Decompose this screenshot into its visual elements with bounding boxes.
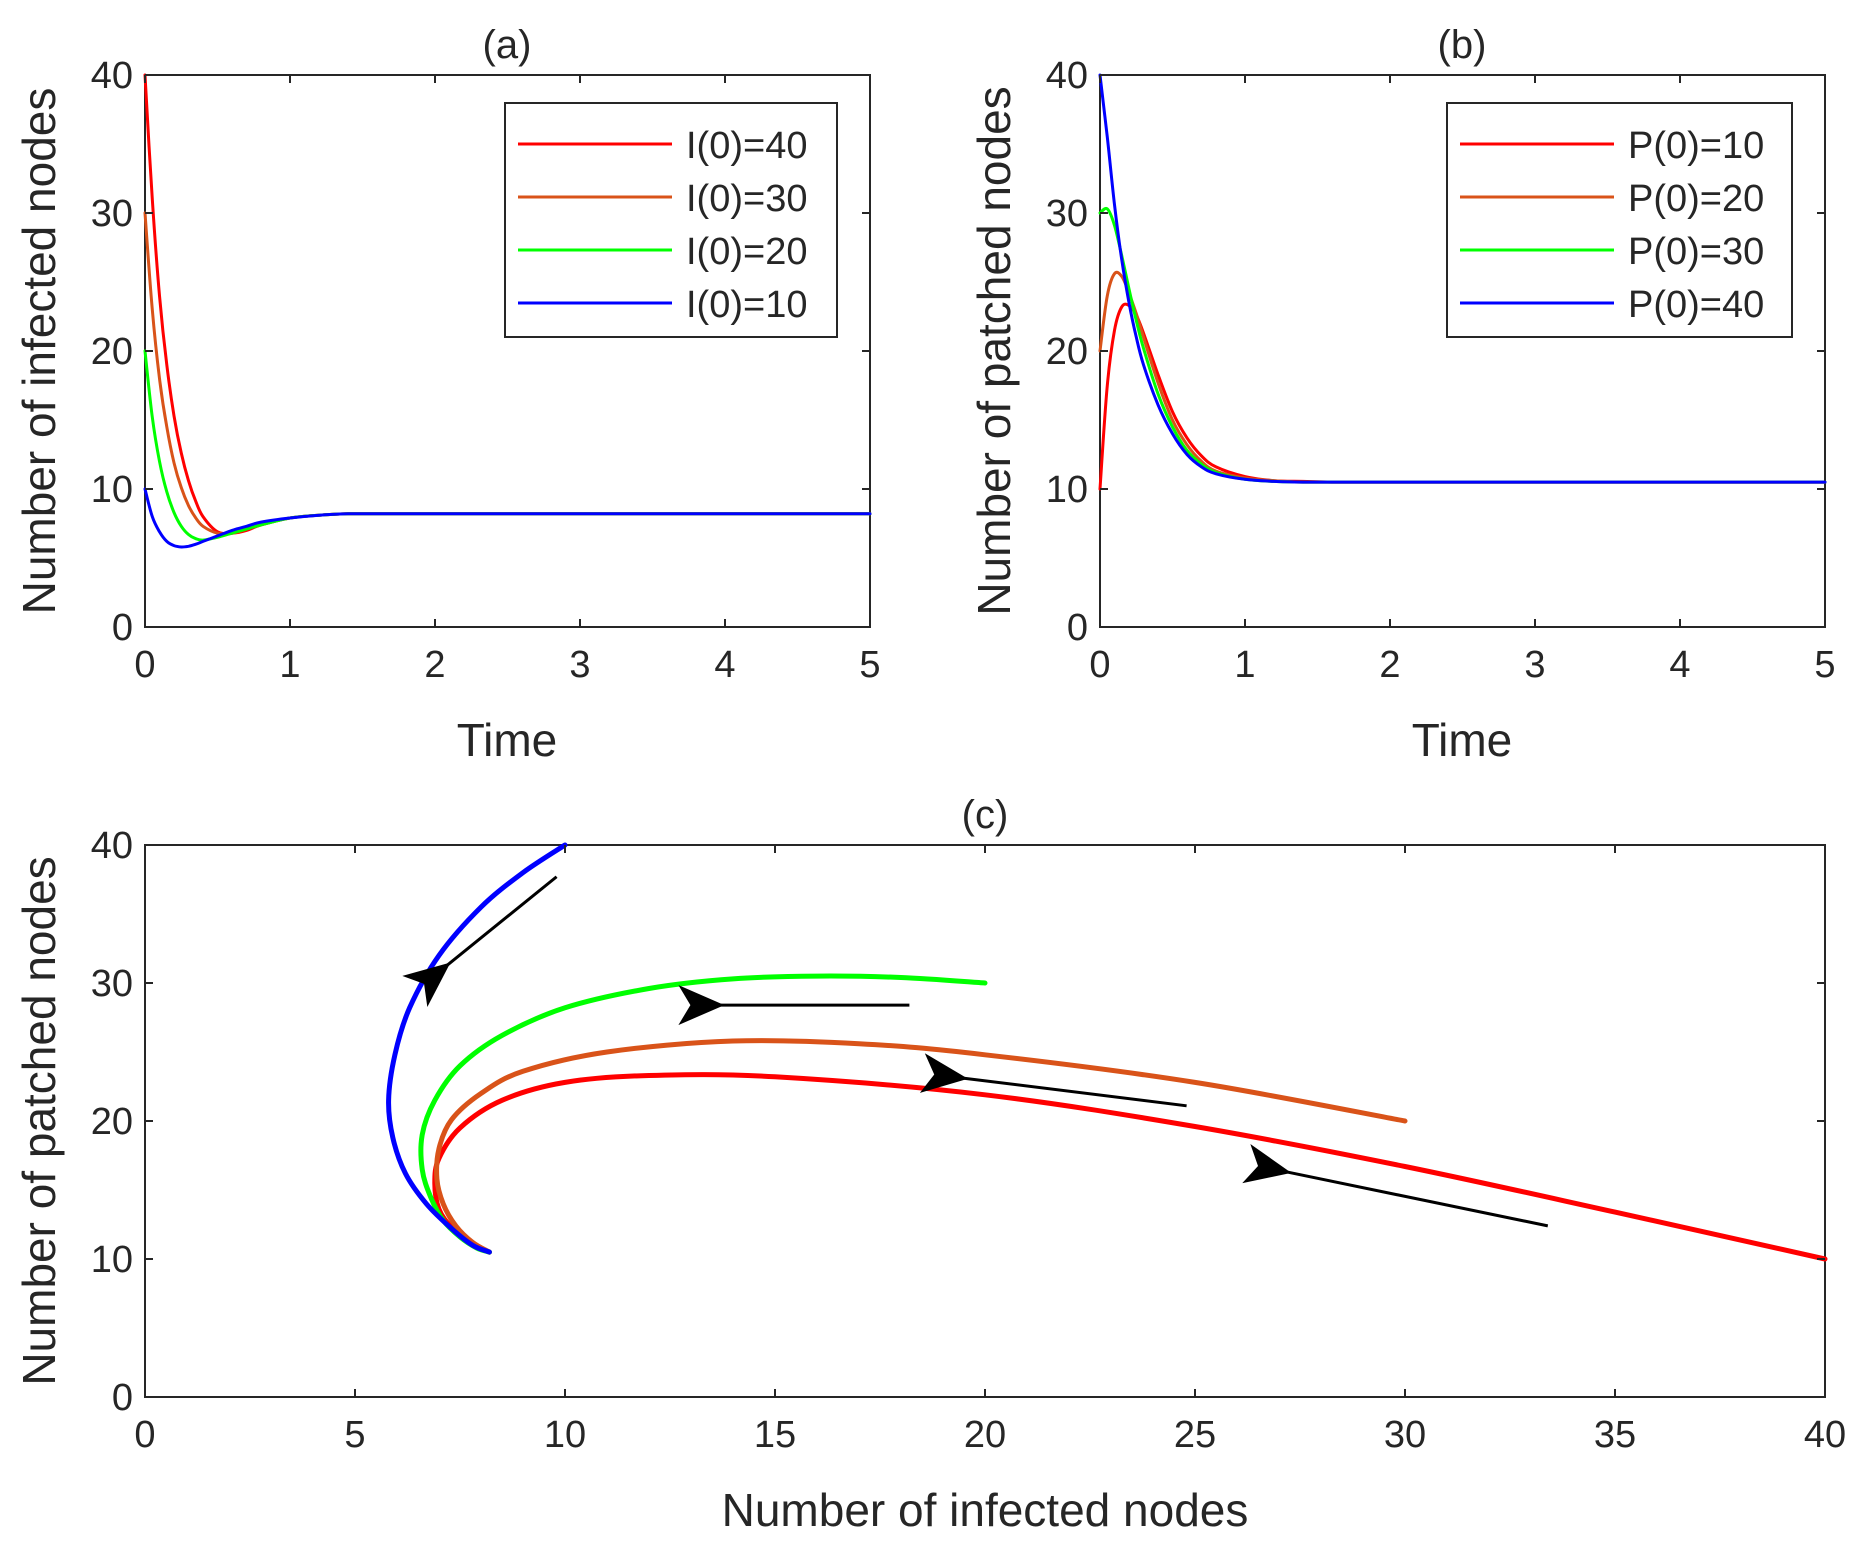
panel-c-y-tick-label-3: 30	[91, 963, 133, 1005]
panel-a-x-tick-label-1: 1	[279, 644, 300, 686]
panel-c-y-axis-label: Number of patched nodes	[13, 856, 65, 1385]
panel-c-y-ticks: 0 10 20 30 40	[91, 825, 1825, 1419]
panel-b-legend-label-1: P(0)=20	[1628, 178, 1764, 220]
panel-c-arrow-2	[919, 1053, 1187, 1108]
panel-a-y-tick-label-4: 40	[91, 55, 133, 97]
panel-a-legend-box	[504, 102, 838, 338]
panel-c-x-axis-label: Number of infected nodes	[722, 1484, 1249, 1536]
panel-a-y-ticks: 0 10 20 30 40	[91, 55, 870, 649]
panel-c-y-tick-label-0: 0	[112, 1377, 133, 1419]
panel-c-arrow-0	[402, 875, 558, 1008]
panel-c-plot-area	[144, 844, 1826, 1398]
panel-b-legend-label-3: P(0)=40	[1628, 284, 1764, 326]
panel-a-y-tick-label-3: 30	[91, 193, 133, 235]
panel-c-x-tick-label-0: 0	[134, 1414, 155, 1456]
panel-c-arrows	[402, 875, 1549, 1228]
panel-c-x-tick-label-7: 35	[1594, 1414, 1636, 1456]
panel-a-y-tick-label-0: 0	[112, 607, 133, 649]
panel-b-x-tick-label-1: 1	[1234, 644, 1255, 686]
panel-c-series-layer	[386, 842, 1828, 1262]
panel-c: 0 5 10 15 20 25 30 35 40 0 10 20 30 40 (c) Number of…	[13, 793, 1846, 1536]
panel-b-y-ticks: 0 10 20 30 40	[1046, 55, 1825, 649]
panel-a-legend: I(0)=40 I(0)=30 I(0)=20 I(0)=10	[504, 102, 838, 338]
panel-a-x-tick-label-4: 4	[714, 644, 735, 686]
panel-a-y-tick-label-1: 10	[91, 469, 133, 511]
panel-b: 0 1 2 3 4 5 0 10 20 30 40 (b) Time Number of patc…	[968, 23, 1836, 766]
panel-a: 0 1 2 3 4 5 0 10 20 30 40 (a) Time Number of infe…	[13, 23, 881, 766]
panel-c-arrow-3	[1242, 1143, 1549, 1228]
panel-b-y-tick-label-2: 20	[1046, 331, 1088, 373]
panel-b-x-axis-label: Time	[1412, 714, 1513, 766]
panel-b-x-ticks: 0 1 2 3 4 5	[1089, 75, 1836, 686]
panel-b-series-layer	[1098, 73, 1827, 491]
panel-a-y-tick-label-2: 20	[91, 331, 133, 373]
panel-c-x-tick-label-2: 10	[544, 1414, 586, 1456]
panel-a-x-tick-label-2: 2	[424, 644, 445, 686]
panel-b-legend-label-0: P(0)=10	[1628, 125, 1764, 167]
panel-c-y-tick-label-2: 20	[91, 1101, 133, 1143]
panel-a-y-axis-label: Number of infected nodes	[13, 88, 65, 615]
panel-a-series-line-3	[143, 487, 872, 549]
panel-a-x-tick-label-0: 0	[134, 644, 155, 686]
panel-b-x-tick-label-5: 5	[1814, 644, 1835, 686]
panel-a-legend-label-2: I(0)=20	[686, 231, 807, 273]
panel-b-y-tick-label-0: 0	[1067, 607, 1088, 649]
panel-b-x-tick-label-2: 2	[1379, 644, 1400, 686]
panel-c-x-tick-label-8: 40	[1804, 1414, 1846, 1456]
panel-b-title: (b)	[1438, 23, 1487, 67]
panel-b-legend-label-2: P(0)=30	[1628, 231, 1764, 273]
panel-a-x-ticks: 0 1 2 3 4 5	[134, 75, 881, 686]
panel-c-y-tick-label-1: 10	[91, 1239, 133, 1281]
panel-b-legend: P(0)=10 P(0)=20 P(0)=30 P(0)=40	[1446, 102, 1793, 338]
panel-c-x-tick-label-3: 15	[754, 1414, 796, 1456]
panel-b-x-tick-label-0: 0	[1089, 644, 1110, 686]
panel-a-x-tick-label-5: 5	[859, 644, 880, 686]
panel-c-series-line-1	[434, 1038, 1408, 1255]
panel-c-x-tick-label-1: 5	[344, 1414, 365, 1456]
panel-b-x-tick-label-3: 3	[1524, 644, 1545, 686]
panel-a-legend-label-0: I(0)=40	[686, 125, 807, 167]
panel-c-x-tick-label-6: 30	[1384, 1414, 1426, 1456]
panel-a-legend-label-3: I(0)=10	[686, 284, 807, 326]
panel-a-legend-label-1: I(0)=30	[686, 178, 807, 220]
panel-c-x-ticks: 0 5 10 15 20 25 30 35 40	[134, 845, 1846, 1456]
panel-a-series-layer	[143, 73, 872, 549]
panel-c-x-tick-label-5: 25	[1174, 1414, 1216, 1456]
panel-a-title: (a)	[483, 23, 532, 67]
panel-c-x-tick-label-4: 20	[964, 1414, 1006, 1456]
panel-b-y-axis-label: Number of patched nodes	[968, 86, 1020, 615]
panel-b-y-tick-label-4: 40	[1046, 55, 1088, 97]
panel-b-y-tick-label-3: 30	[1046, 193, 1088, 235]
panel-c-title: (c)	[962, 793, 1009, 837]
panel-a-x-tick-label-3: 3	[569, 644, 590, 686]
panel-c-y-tick-label-4: 40	[91, 825, 133, 867]
panel-b-y-tick-label-1: 10	[1046, 469, 1088, 511]
panel-b-x-tick-label-4: 4	[1669, 644, 1690, 686]
panel-b-series-line-3	[1098, 73, 1827, 484]
panel-b-legend-box	[1446, 102, 1793, 338]
panel-c-series-line-3	[386, 842, 568, 1255]
panel-a-x-axis-label: Time	[457, 714, 558, 766]
